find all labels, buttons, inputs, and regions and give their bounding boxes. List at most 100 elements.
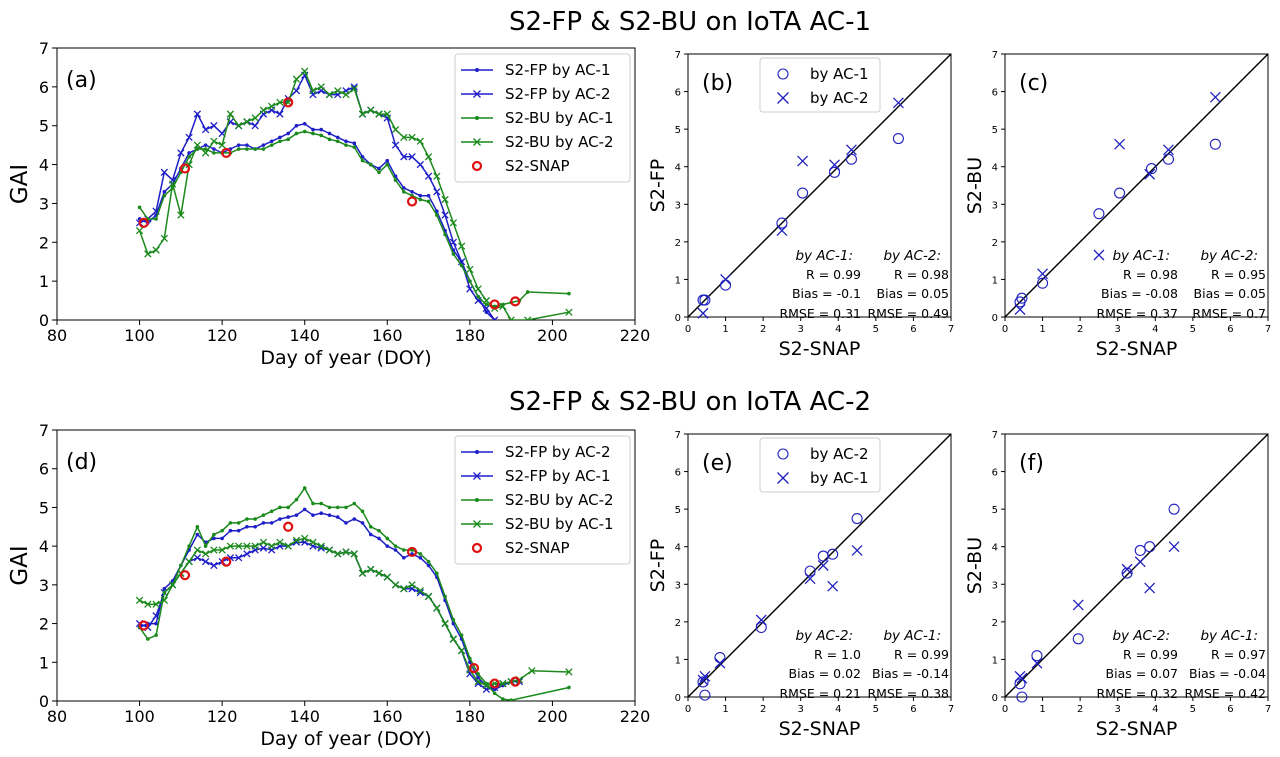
data-point (276, 538, 284, 546)
data-point (325, 90, 334, 99)
data-point (344, 143, 348, 147)
data-point (1162, 153, 1174, 165)
data-point (268, 102, 276, 110)
y-tick-label: 1 (39, 653, 49, 672)
series-by-ac-2 (697, 97, 904, 319)
data-point (221, 147, 232, 159)
data-point (416, 588, 424, 597)
data-point (292, 75, 301, 83)
legend-entry: by AC-1 (777, 65, 869, 83)
data-point (776, 225, 788, 237)
data-point (459, 263, 464, 268)
series-by-ac-1 (697, 132, 904, 306)
data-point (449, 219, 458, 227)
data-point (283, 97, 294, 108)
y-axis-label: GAI (7, 545, 33, 585)
data-point (367, 565, 375, 574)
x-tick-label: 5 (1190, 704, 1196, 715)
legend-frame (454, 53, 631, 183)
data-point (352, 517, 357, 521)
data-point (1093, 249, 1105, 261)
y-tick-label: 0 (675, 693, 681, 704)
data-point (507, 316, 515, 320)
data-point (1144, 582, 1156, 594)
data-point (259, 538, 268, 546)
data-point (236, 147, 241, 151)
data-point (426, 559, 431, 564)
data-point (292, 87, 301, 95)
data-point (203, 143, 208, 147)
data-point (484, 302, 489, 307)
data-point (697, 307, 709, 319)
stats-bias: Bias = -0.08 (1101, 286, 1178, 301)
x-tick-label: 6 (910, 704, 916, 715)
data-point (261, 147, 266, 151)
data-point (377, 528, 381, 533)
data-point (1016, 292, 1028, 304)
data-point (261, 143, 266, 147)
data-point (311, 131, 315, 136)
y-axis-label: S2-FP (647, 159, 669, 212)
data-point (311, 127, 315, 132)
x-axis-label: S2-SNAP (779, 338, 861, 360)
stats-r: R = 0.99 (894, 647, 949, 662)
data-point (377, 536, 381, 541)
data-point (851, 545, 863, 556)
data-point (201, 125, 210, 134)
legend: by AC-2 by AC-1 (759, 437, 881, 493)
data-point (1114, 187, 1126, 199)
x-tick-label: 1 (1039, 704, 1045, 715)
data-point (1144, 541, 1156, 553)
data-point (154, 217, 158, 221)
data-point (294, 131, 299, 136)
data-point (144, 250, 152, 258)
data-point (1209, 91, 1221, 103)
data-point (168, 180, 177, 188)
data-point (459, 633, 464, 637)
data-point (435, 571, 439, 576)
x-tick-label: 6 (1227, 324, 1233, 335)
x-axis-label: S2-SNAP (779, 718, 861, 740)
panel-label: (f) (1019, 451, 1044, 476)
data-point (474, 679, 482, 688)
x-tick-label: 180 (455, 326, 486, 345)
y-tick-label: 6 (675, 88, 681, 99)
data-point (720, 273, 732, 285)
data-point (1121, 563, 1133, 575)
series-s2-bu-by-ac-2 (135, 67, 573, 320)
data-point (476, 294, 480, 299)
data-point (218, 546, 226, 554)
data-point (410, 189, 414, 194)
data-point (755, 621, 767, 634)
data-point (234, 122, 243, 130)
data-point (476, 675, 480, 680)
data-point (261, 521, 266, 525)
data-point (499, 302, 507, 311)
data-point (162, 193, 167, 198)
data-point (1209, 138, 1221, 150)
data-point (776, 217, 788, 229)
stats-rmse: RMSE = 0.7 (1192, 306, 1266, 321)
data-point (327, 505, 332, 510)
data-point (187, 544, 191, 548)
data-point (201, 550, 210, 558)
legend: S2-FP by AC-2 S2-FP by AC-1 S2-BU by AC-2 S… (454, 435, 631, 565)
stats-annotations: by AC-1: R = 0.99 Bias = -0.1 RMSE = 0.31 by… (779, 248, 949, 321)
data-point (325, 546, 334, 554)
data-point (193, 141, 202, 149)
series-s2-snap (138, 521, 521, 689)
legend-marker (473, 472, 481, 480)
legend-entry: by AC-2 (777, 445, 869, 463)
x-tick-label: 160 (372, 326, 403, 345)
y-tick-label: 6 (992, 88, 998, 99)
y-tick-label: 4 (992, 543, 998, 554)
stats-r: R = 0.98 (894, 267, 949, 282)
data-point (457, 242, 466, 250)
data-point (278, 135, 282, 140)
data-point (286, 137, 291, 142)
data-point (212, 151, 216, 155)
y-tick-label: 5 (675, 505, 681, 516)
y-tick-label: 4 (675, 543, 681, 554)
data-point (377, 166, 381, 171)
data-point (482, 681, 491, 690)
